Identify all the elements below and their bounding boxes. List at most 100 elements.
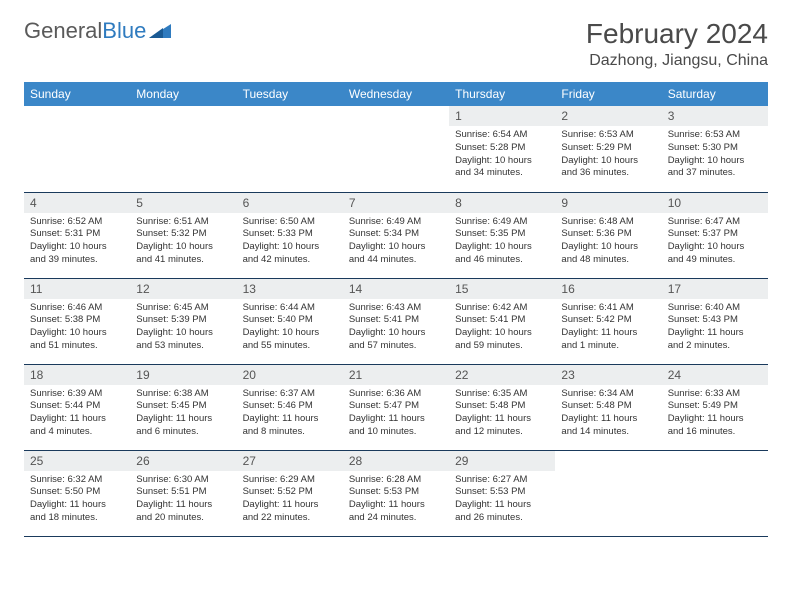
calendar-cell: 4Sunrise: 6:52 AMSunset: 5:31 PMDaylight…	[24, 192, 130, 278]
day-number: 14	[343, 279, 449, 299]
day-details: Sunrise: 6:53 AMSunset: 5:30 PMDaylight:…	[662, 126, 768, 184]
day-details: Sunrise: 6:43 AMSunset: 5:41 PMDaylight:…	[343, 299, 449, 357]
weekday-header: Wednesday	[343, 82, 449, 106]
day-number: 4	[24, 193, 130, 213]
location: Dazhong, Jiangsu, China	[586, 52, 768, 70]
day-number: 23	[555, 365, 661, 385]
day-details: Sunrise: 6:51 AMSunset: 5:32 PMDaylight:…	[130, 213, 236, 271]
calendar-cell: 23Sunrise: 6:34 AMSunset: 5:48 PMDayligh…	[555, 364, 661, 450]
calendar-cell: 27Sunrise: 6:29 AMSunset: 5:52 PMDayligh…	[237, 450, 343, 536]
day-number: 2	[555, 106, 661, 126]
day-details: Sunrise: 6:49 AMSunset: 5:35 PMDaylight:…	[449, 213, 555, 271]
day-details: Sunrise: 6:34 AMSunset: 5:48 PMDaylight:…	[555, 385, 661, 443]
calendar-cell	[24, 106, 130, 192]
calendar-cell	[662, 450, 768, 536]
day-number: 26	[130, 451, 236, 471]
calendar-row: 1Sunrise: 6:54 AMSunset: 5:28 PMDaylight…	[24, 106, 768, 192]
day-details: Sunrise: 6:35 AMSunset: 5:48 PMDaylight:…	[449, 385, 555, 443]
weekday-header-row: SundayMondayTuesdayWednesdayThursdayFrid…	[24, 82, 768, 106]
calendar-cell: 28Sunrise: 6:28 AMSunset: 5:53 PMDayligh…	[343, 450, 449, 536]
calendar-cell: 16Sunrise: 6:41 AMSunset: 5:42 PMDayligh…	[555, 278, 661, 364]
calendar-cell: 3Sunrise: 6:53 AMSunset: 5:30 PMDaylight…	[662, 106, 768, 192]
day-details: Sunrise: 6:27 AMSunset: 5:53 PMDaylight:…	[449, 471, 555, 529]
month-title: February 2024	[586, 18, 768, 50]
triangle-icon	[149, 18, 171, 44]
weekday-header: Monday	[130, 82, 236, 106]
calendar-cell: 29Sunrise: 6:27 AMSunset: 5:53 PMDayligh…	[449, 450, 555, 536]
calendar-cell	[343, 106, 449, 192]
calendar-cell: 1Sunrise: 6:54 AMSunset: 5:28 PMDaylight…	[449, 106, 555, 192]
day-number: 11	[24, 279, 130, 299]
calendar-cell: 10Sunrise: 6:47 AMSunset: 5:37 PMDayligh…	[662, 192, 768, 278]
day-details: Sunrise: 6:28 AMSunset: 5:53 PMDaylight:…	[343, 471, 449, 529]
calendar-cell: 25Sunrise: 6:32 AMSunset: 5:50 PMDayligh…	[24, 450, 130, 536]
calendar-row: 18Sunrise: 6:39 AMSunset: 5:44 PMDayligh…	[24, 364, 768, 450]
calendar-cell: 14Sunrise: 6:43 AMSunset: 5:41 PMDayligh…	[343, 278, 449, 364]
day-number: 15	[449, 279, 555, 299]
weekday-header: Tuesday	[237, 82, 343, 106]
day-number: 27	[237, 451, 343, 471]
calendar-row: 4Sunrise: 6:52 AMSunset: 5:31 PMDaylight…	[24, 192, 768, 278]
day-details: Sunrise: 6:30 AMSunset: 5:51 PMDaylight:…	[130, 471, 236, 529]
day-number: 20	[237, 365, 343, 385]
day-details: Sunrise: 6:33 AMSunset: 5:49 PMDaylight:…	[662, 385, 768, 443]
calendar-cell: 6Sunrise: 6:50 AMSunset: 5:33 PMDaylight…	[237, 192, 343, 278]
day-number: 28	[343, 451, 449, 471]
day-number: 5	[130, 193, 236, 213]
weekday-header: Sunday	[24, 82, 130, 106]
day-number: 17	[662, 279, 768, 299]
title-block: February 2024 Dazhong, Jiangsu, China	[586, 18, 768, 70]
day-details: Sunrise: 6:37 AMSunset: 5:46 PMDaylight:…	[237, 385, 343, 443]
day-details: Sunrise: 6:41 AMSunset: 5:42 PMDaylight:…	[555, 299, 661, 357]
day-number: 12	[130, 279, 236, 299]
calendar-cell: 7Sunrise: 6:49 AMSunset: 5:34 PMDaylight…	[343, 192, 449, 278]
day-number: 19	[130, 365, 236, 385]
day-details: Sunrise: 6:39 AMSunset: 5:44 PMDaylight:…	[24, 385, 130, 443]
calendar-cell: 13Sunrise: 6:44 AMSunset: 5:40 PMDayligh…	[237, 278, 343, 364]
day-number: 29	[449, 451, 555, 471]
calendar-cell: 11Sunrise: 6:46 AMSunset: 5:38 PMDayligh…	[24, 278, 130, 364]
day-number: 25	[24, 451, 130, 471]
calendar-cell: 22Sunrise: 6:35 AMSunset: 5:48 PMDayligh…	[449, 364, 555, 450]
weekday-header: Friday	[555, 82, 661, 106]
day-details: Sunrise: 6:40 AMSunset: 5:43 PMDaylight:…	[662, 299, 768, 357]
logo: GeneralBlue	[24, 18, 171, 44]
day-number: 13	[237, 279, 343, 299]
calendar-body: 1Sunrise: 6:54 AMSunset: 5:28 PMDaylight…	[24, 106, 768, 536]
day-details: Sunrise: 6:50 AMSunset: 5:33 PMDaylight:…	[237, 213, 343, 271]
day-number: 10	[662, 193, 768, 213]
day-details: Sunrise: 6:48 AMSunset: 5:36 PMDaylight:…	[555, 213, 661, 271]
day-details: Sunrise: 6:32 AMSunset: 5:50 PMDaylight:…	[24, 471, 130, 529]
day-number: 1	[449, 106, 555, 126]
calendar-cell: 8Sunrise: 6:49 AMSunset: 5:35 PMDaylight…	[449, 192, 555, 278]
day-details: Sunrise: 6:54 AMSunset: 5:28 PMDaylight:…	[449, 126, 555, 184]
calendar-cell: 5Sunrise: 6:51 AMSunset: 5:32 PMDaylight…	[130, 192, 236, 278]
day-number: 22	[449, 365, 555, 385]
calendar-cell: 26Sunrise: 6:30 AMSunset: 5:51 PMDayligh…	[130, 450, 236, 536]
day-details: Sunrise: 6:44 AMSunset: 5:40 PMDaylight:…	[237, 299, 343, 357]
calendar-cell: 19Sunrise: 6:38 AMSunset: 5:45 PMDayligh…	[130, 364, 236, 450]
header: GeneralBlue February 2024 Dazhong, Jiang…	[24, 18, 768, 70]
calendar-cell: 24Sunrise: 6:33 AMSunset: 5:49 PMDayligh…	[662, 364, 768, 450]
day-number: 9	[555, 193, 661, 213]
calendar-cell: 18Sunrise: 6:39 AMSunset: 5:44 PMDayligh…	[24, 364, 130, 450]
day-details: Sunrise: 6:53 AMSunset: 5:29 PMDaylight:…	[555, 126, 661, 184]
day-number: 7	[343, 193, 449, 213]
calendar-row: 11Sunrise: 6:46 AMSunset: 5:38 PMDayligh…	[24, 278, 768, 364]
calendar-cell	[555, 450, 661, 536]
day-details: Sunrise: 6:45 AMSunset: 5:39 PMDaylight:…	[130, 299, 236, 357]
logo-text-1: General	[24, 18, 102, 44]
calendar-cell	[130, 106, 236, 192]
calendar-cell: 15Sunrise: 6:42 AMSunset: 5:41 PMDayligh…	[449, 278, 555, 364]
day-number: 8	[449, 193, 555, 213]
day-number: 24	[662, 365, 768, 385]
calendar-cell: 9Sunrise: 6:48 AMSunset: 5:36 PMDaylight…	[555, 192, 661, 278]
calendar-cell: 2Sunrise: 6:53 AMSunset: 5:29 PMDaylight…	[555, 106, 661, 192]
weekday-header: Saturday	[662, 82, 768, 106]
day-details: Sunrise: 6:29 AMSunset: 5:52 PMDaylight:…	[237, 471, 343, 529]
day-details: Sunrise: 6:36 AMSunset: 5:47 PMDaylight:…	[343, 385, 449, 443]
day-number: 18	[24, 365, 130, 385]
day-number: 6	[237, 193, 343, 213]
calendar-cell: 21Sunrise: 6:36 AMSunset: 5:47 PMDayligh…	[343, 364, 449, 450]
day-details: Sunrise: 6:47 AMSunset: 5:37 PMDaylight:…	[662, 213, 768, 271]
